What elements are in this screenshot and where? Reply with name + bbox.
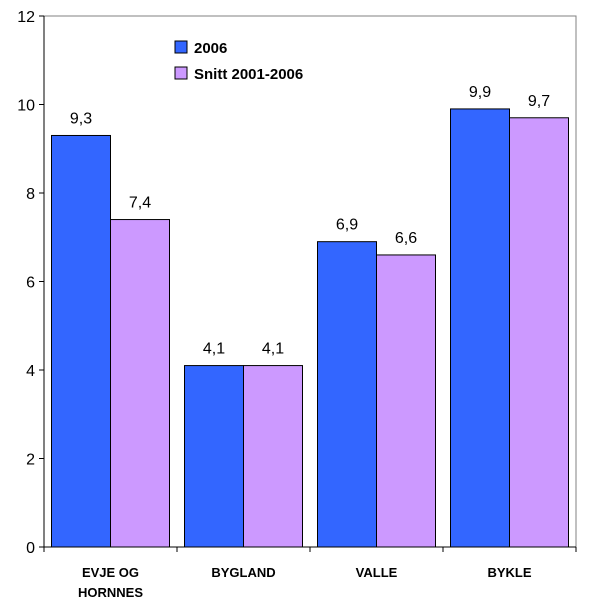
data-label: 4,1 <box>262 341 284 358</box>
bar <box>509 117 569 548</box>
bars <box>51 108 569 548</box>
bar <box>317 241 377 548</box>
bar <box>450 108 510 548</box>
x-tick-label: BYGLAND <box>211 565 275 580</box>
y-tick-label: 6 <box>26 275 35 292</box>
legend: 2006 Snitt 2001-2006 <box>167 31 343 93</box>
data-label: 6,6 <box>395 230 417 247</box>
legend-label: Snitt 2001-2006 <box>194 66 303 83</box>
data-label: 4,1 <box>203 341 225 358</box>
legend-swatch <box>174 40 188 54</box>
legend-swatch <box>174 66 188 80</box>
legend-box <box>167 31 343 93</box>
axes: 0 2 4 6 8 10 12 EVJE OG HORNNES BYGLAND VALLE BYKLE <box>17 9 577 600</box>
bar <box>110 219 170 548</box>
data-label: 6,9 <box>336 217 358 234</box>
x-tick-label: HORNNES <box>78 585 143 600</box>
data-label: 9,3 <box>70 110 92 127</box>
y-tick-label: 8 <box>26 186 35 203</box>
bar <box>184 365 244 548</box>
bar <box>51 134 111 548</box>
y-tick-label: 12 <box>17 9 35 26</box>
bar <box>243 365 303 548</box>
y-tick-label: 4 <box>26 363 35 380</box>
data-label: 7,4 <box>129 195 151 212</box>
x-tick-label: VALLE <box>356 565 398 580</box>
legend-label: 2006 <box>194 40 227 57</box>
data-label: 9,9 <box>469 84 491 101</box>
data-label: 9,7 <box>528 93 550 110</box>
data-labels: 9,3 7,4 4,1 4,1 6,9 6,6 9,9 9,7 <box>70 84 550 358</box>
y-tick-label: 2 <box>26 452 35 469</box>
y-tick-label: 0 <box>26 540 35 557</box>
x-tick-label: BYKLE <box>487 565 531 580</box>
y-tick-label: 10 <box>17 98 35 115</box>
bar <box>376 254 436 548</box>
x-tick-label: EVJE OG <box>82 565 139 580</box>
